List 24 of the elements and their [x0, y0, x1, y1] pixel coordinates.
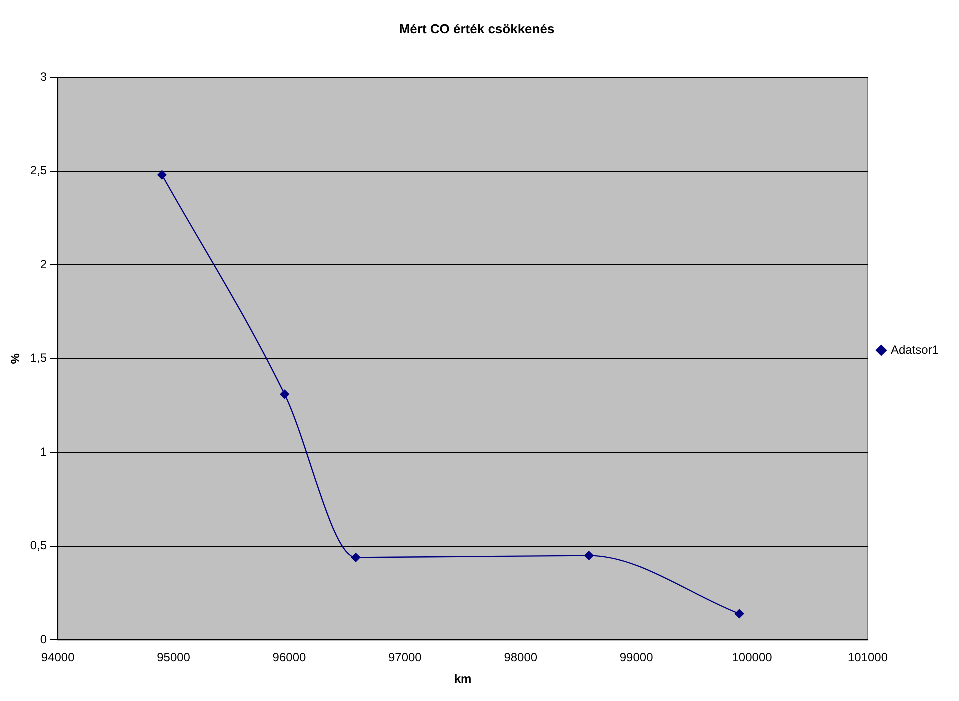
y-tick-label: 3	[40, 70, 48, 84]
y-tick-label: 1	[40, 444, 48, 459]
point	[158, 170, 167, 180]
x-tick-label: 101000	[848, 650, 888, 665]
y-axis-title: %	[8, 353, 23, 364]
x-tick-label: 95000	[157, 650, 191, 665]
x-axis-title: km	[454, 672, 472, 686]
y-tick-label: 0,5	[30, 538, 48, 553]
y-tick-label: 0	[40, 632, 48, 647]
point	[351, 553, 361, 562]
point	[734, 609, 744, 619]
x-tick-label: 96000	[272, 650, 306, 665]
y-tick-label: 1,5	[30, 351, 48, 366]
x-tick-label: 94000	[41, 650, 76, 665]
y-tick-label: 2,5	[30, 164, 48, 178]
x-tick-label: 100000	[732, 650, 773, 665]
chart-title: Mért CO érték csökkenés	[399, 21, 555, 36]
point	[280, 390, 290, 400]
point	[584, 551, 594, 560]
x-tick-label: 98000	[504, 650, 538, 665]
x-tick-label: 99000	[620, 650, 654, 665]
x-tick-label: 97000	[388, 650, 422, 665]
y-tick-label: 2	[40, 257, 48, 272]
legend-label: Adatsor1	[890, 342, 940, 357]
